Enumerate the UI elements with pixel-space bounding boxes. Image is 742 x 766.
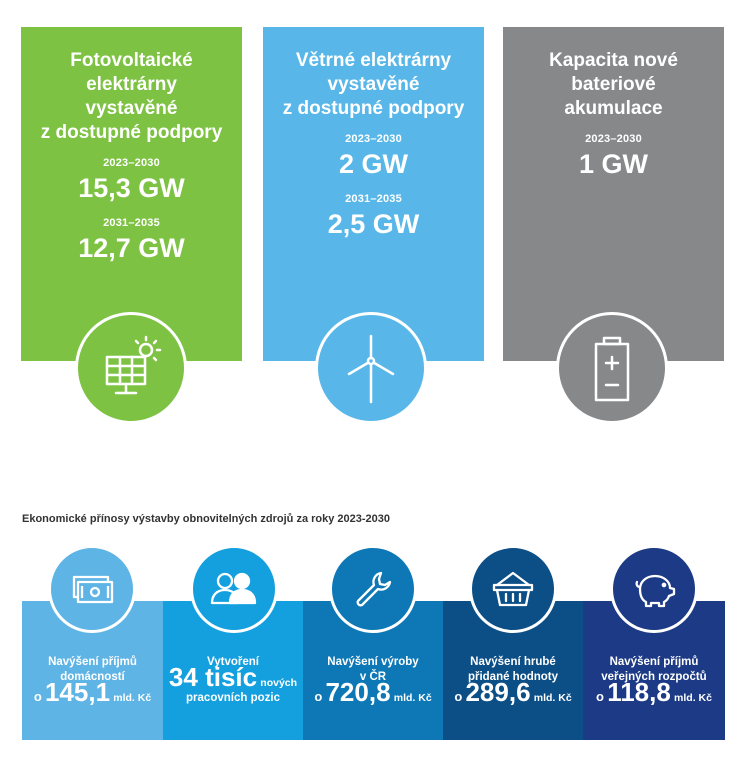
card-battery: Kapacita nové bateriové akumulace 2023–2… bbox=[503, 27, 724, 361]
card-photovoltaic: Fotovoltaické elektrárny vystavěné z dos… bbox=[21, 27, 242, 361]
capacity-value: 1 GW bbox=[578, 149, 648, 179]
card-title: Kapacita nové bateriové akumulace bbox=[549, 50, 678, 119]
solar-panel-icon bbox=[75, 312, 187, 424]
capacity-value: 2,5 GW bbox=[327, 209, 420, 239]
basket-icon bbox=[469, 545, 557, 633]
money-icon bbox=[48, 545, 136, 633]
wind-turbine-icon bbox=[315, 312, 427, 424]
piggy-bank-icon bbox=[610, 545, 698, 633]
period-label: 2023–2030 bbox=[585, 133, 642, 145]
benefit-amount: 34 tisíc nových bbox=[168, 662, 298, 692]
benefit-amount: o 118,8 mld. Kč bbox=[596, 677, 712, 707]
capacity-value: 15,3 GW bbox=[78, 173, 185, 203]
period-label: 2023–2030 bbox=[103, 157, 160, 169]
battery-icon bbox=[556, 312, 668, 424]
card-title: Větrné elektrárny vystavěné z dostupné p… bbox=[282, 50, 465, 119]
period-label: 2031–2035 bbox=[345, 193, 402, 205]
benefit-amount: o 145,1 mld. Kč bbox=[33, 677, 152, 707]
card-wind: Větrné elektrárny vystavěné z dostupné p… bbox=[263, 27, 484, 361]
benefit-tile-jobs: Vytvoření 34 tisíc nových pracovních poz… bbox=[163, 601, 303, 740]
capacity-value: 12,7 GW bbox=[78, 233, 185, 263]
period-label: 2023–2030 bbox=[345, 133, 402, 145]
card-title: Fotovoltaické elektrárny vystavěné z dos… bbox=[40, 50, 223, 143]
benefit-amount: o 720,8 mld. Kč bbox=[314, 677, 432, 707]
period-label: 2031–2035 bbox=[103, 217, 160, 229]
people-icon bbox=[190, 545, 278, 633]
capacity-value: 2 GW bbox=[338, 149, 408, 179]
benefit-amount: o 289,6 mld. Kč bbox=[454, 677, 572, 707]
section-title: Ekonomické přínosy výstavby obnovitelnýc… bbox=[22, 513, 391, 525]
wrench-icon bbox=[329, 545, 417, 633]
